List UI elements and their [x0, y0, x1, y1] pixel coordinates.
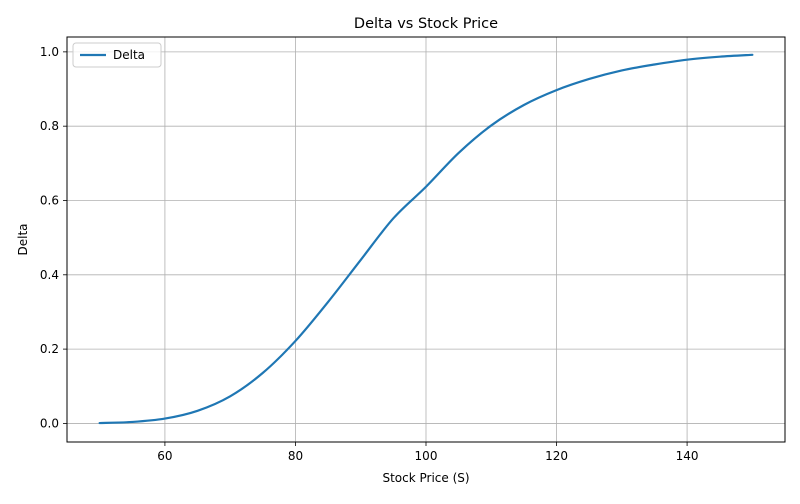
y-tick-label: 0.8 — [40, 119, 59, 133]
legend-label-delta: Delta — [113, 48, 145, 62]
series-line-delta — [98, 53, 754, 425]
x-tick-label: 100 — [415, 449, 438, 463]
x-axis-label: Stock Price (S) — [382, 471, 469, 485]
y-tick-label: 0.6 — [40, 193, 59, 207]
x-tick-label: 60 — [157, 449, 172, 463]
y-tick-label: 0.0 — [40, 416, 59, 430]
grid-lines — [67, 37, 785, 442]
legend: Delta — [72, 42, 162, 68]
y-axis-label: Delta — [16, 223, 30, 255]
x-tick-label: 120 — [545, 449, 568, 463]
x-tick-label: 140 — [676, 449, 699, 463]
y-tick-label: 1.0 — [40, 45, 59, 59]
series-layer — [98, 53, 754, 425]
chart-title: Delta vs Stock Price — [354, 16, 498, 32]
y-tick-label: 0.4 — [40, 268, 59, 282]
x-tick-label: 80 — [288, 449, 303, 463]
axis-ticks: 60 80 100 120 140 0.0 0.2 0.4 0.6 0.8 1.0 — [40, 45, 699, 463]
y-tick-label: 0.2 — [40, 342, 59, 356]
legend-box — [72, 42, 162, 68]
